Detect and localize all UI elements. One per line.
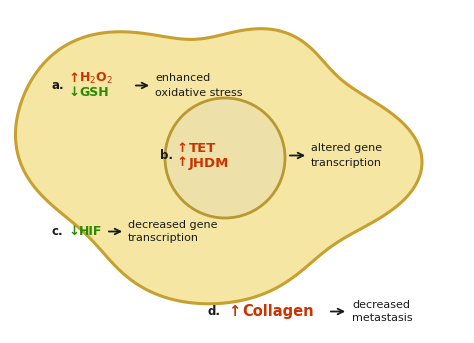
Text: a.: a. — [52, 79, 64, 92]
Text: HIF: HIF — [79, 225, 102, 238]
Text: transcription: transcription — [311, 158, 382, 168]
Text: Collagen: Collagen — [242, 304, 314, 319]
Text: JHDM: JHDM — [189, 156, 229, 169]
Text: c.: c. — [52, 225, 64, 238]
Circle shape — [165, 98, 285, 218]
Text: decreased gene: decreased gene — [128, 220, 218, 230]
Text: ↑: ↑ — [176, 156, 187, 169]
Text: H$_2$O$_2$: H$_2$O$_2$ — [79, 70, 113, 85]
Text: enhanced: enhanced — [155, 73, 210, 83]
Text: b.: b. — [160, 149, 173, 162]
Text: oxidative stress: oxidative stress — [155, 88, 243, 98]
Text: altered gene: altered gene — [311, 143, 382, 153]
Text: GSH: GSH — [79, 86, 109, 99]
Text: transcription: transcription — [128, 233, 199, 243]
Text: ↑: ↑ — [176, 142, 187, 154]
Text: decreased: decreased — [352, 300, 410, 310]
Text: ↓: ↓ — [68, 225, 79, 238]
Polygon shape — [16, 29, 422, 304]
Text: ↓: ↓ — [68, 86, 79, 99]
Text: ↑: ↑ — [68, 71, 79, 84]
Text: metastasis: metastasis — [352, 313, 413, 323]
Text: d.: d. — [208, 305, 221, 318]
Text: TET: TET — [189, 142, 216, 154]
Text: ↑: ↑ — [228, 304, 240, 319]
